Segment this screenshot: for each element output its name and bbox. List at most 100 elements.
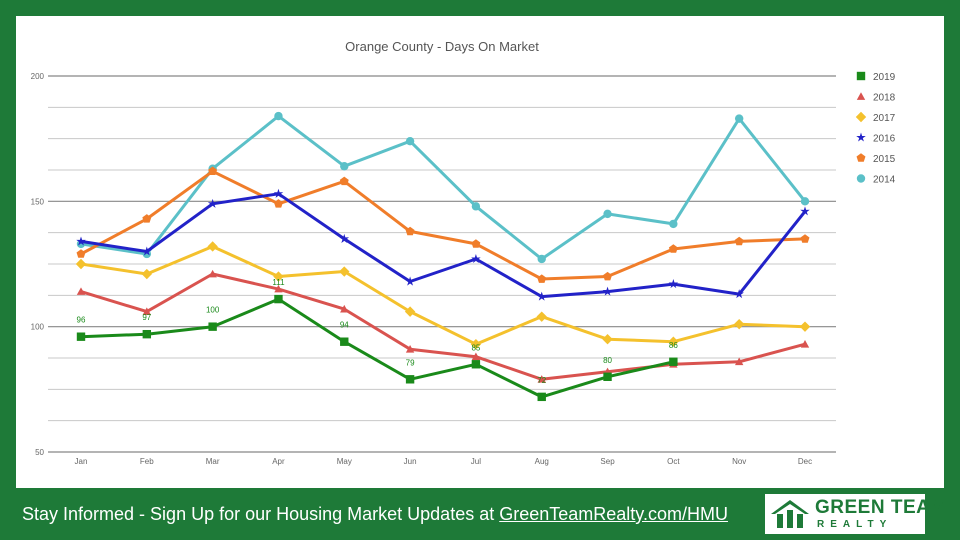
point-2019-aug (537, 392, 546, 402)
data-label-2019: 100 (206, 306, 220, 315)
legend-marker-2019 (856, 71, 866, 81)
point-2015-sep (603, 271, 613, 281)
point-2014-dec (800, 197, 810, 206)
legend-marker-2017 (855, 111, 867, 123)
x-tick-label: Oct (667, 457, 680, 466)
point-2016-jun (405, 276, 415, 286)
point-2014-sep (603, 209, 612, 219)
data-label-2019: 80 (603, 356, 612, 365)
point-2014-apr (274, 111, 283, 121)
point-2019-mar (208, 322, 217, 331)
point-2017-aug (536, 311, 547, 322)
point-2014-jul (471, 202, 481, 211)
point-2016-nov (734, 289, 744, 299)
point-2018-feb (142, 307, 152, 315)
point-2017-feb (141, 268, 153, 280)
x-tick-label: Sep (600, 457, 615, 466)
chart-panel: Orange County - Days On Market 50 100 150 20… (16, 16, 944, 488)
point-2017-dec (799, 321, 811, 332)
point-2018-aug (537, 375, 546, 383)
point-2015-jun (405, 226, 415, 236)
point-2019-feb (142, 329, 152, 339)
point-2015-nov (734, 236, 744, 246)
green-team-realty-logo: GREEN TEAM REALTY (765, 494, 946, 534)
footer-message: Stay Informed - Sign Up for our Housing … (22, 504, 500, 524)
point-2015-aug (537, 274, 547, 283)
y-tick-label: 100 (31, 323, 45, 332)
point-2019-may (340, 337, 349, 346)
point-2015-may (339, 176, 349, 186)
point-2016-aug (536, 291, 547, 301)
series-line-2014 (80, 114, 807, 261)
point-2015-mar (208, 166, 218, 176)
x-tick-label: Nov (732, 457, 746, 466)
point-2016-jan (76, 236, 86, 246)
point-2019-sep (603, 372, 612, 381)
point-2016-dec (800, 206, 810, 216)
point-2017-mar (207, 241, 218, 252)
data-label-2019: 79 (406, 358, 415, 367)
house-logo-icon (771, 500, 809, 528)
legend-label-2016: 2016 (873, 134, 896, 145)
point-2015-dec (800, 234, 810, 243)
series-line-2015 (80, 169, 806, 281)
legend-marker-2015 (856, 153, 866, 162)
point-2017-may (339, 266, 350, 277)
point-2018-jan (76, 287, 86, 295)
point-2016-jul (471, 253, 481, 264)
point-2019-oct (669, 357, 678, 366)
data-label-2019: 96 (77, 316, 86, 325)
legend-marker-2018 (856, 92, 866, 100)
point-2017-jun (404, 306, 416, 317)
point-2017-jan (75, 258, 87, 270)
point-2014-may (340, 162, 349, 171)
point-2016-sep (602, 286, 613, 296)
point-2015-apr (273, 199, 283, 208)
x-tick-label: Jan (75, 457, 88, 466)
point-2014-oct (669, 219, 678, 229)
point-2018-nov (734, 357, 744, 366)
data-label-2019: 86 (669, 341, 678, 350)
point-2019-jan (76, 332, 86, 341)
series-line-2016 (80, 192, 807, 299)
point-2014-jun (405, 136, 415, 146)
series-line-2017 (80, 245, 806, 346)
x-tick-label: Dec (798, 457, 812, 466)
x-tick-label: Jun (404, 457, 417, 466)
legend-label-2014: 2014 (873, 175, 896, 186)
data-label-2019: 72 (537, 376, 546, 385)
point-2017-oct (668, 336, 679, 347)
legend-marker-2016 (856, 132, 866, 142)
point-2017-jul (470, 339, 482, 350)
point-2015-feb (142, 214, 152, 223)
legend-label-2018: 2018 (873, 93, 896, 104)
point-2019-jul (471, 360, 481, 369)
x-tick-label: May (337, 457, 352, 466)
point-2017-sep (602, 334, 613, 345)
point-2016-apr (273, 188, 284, 198)
point-2016-feb (142, 246, 152, 256)
legend-label-2019: 2019 (873, 72, 896, 83)
logo-subtitle: REALTY (817, 519, 893, 530)
point-2015-jul (471, 239, 481, 248)
y-tick-label: 150 (31, 197, 45, 206)
data-label-2019: 111 (272, 278, 285, 287)
x-tick-label: Jul (471, 457, 481, 466)
series-line-2019 (80, 297, 674, 399)
data-label-2019: 85 (471, 343, 480, 352)
point-2015-jan (76, 249, 86, 258)
point-2015-oct (668, 244, 678, 253)
y-tick-label: 50 (35, 448, 44, 457)
point-2018-dec (800, 340, 810, 348)
point-2018-may (340, 304, 349, 313)
point-2014-nov (734, 114, 744, 123)
x-tick-label: Apr (272, 457, 285, 466)
point-2016-oct (668, 279, 679, 289)
signup-link[interactable]: GreenTeamRealty.com/HMU (499, 504, 728, 524)
data-label-2019: 94 (340, 321, 349, 330)
point-2018-mar (208, 269, 217, 278)
point-2018-jul (471, 352, 481, 361)
point-2017-nov (733, 318, 745, 330)
y-tick-label: 200 (31, 72, 45, 81)
chart-title: Orange County - Days On Market (345, 39, 539, 54)
